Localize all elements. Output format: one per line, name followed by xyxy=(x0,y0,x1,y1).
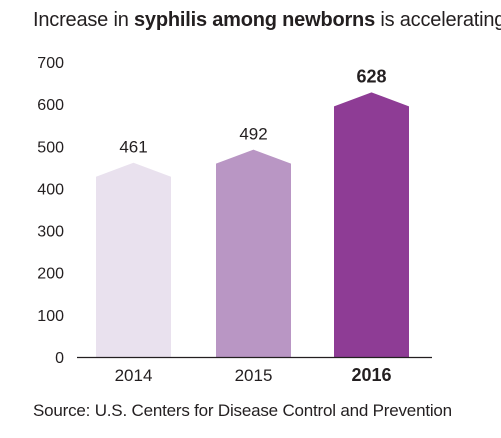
x-tick-label-2014: 2014 xyxy=(115,366,153,385)
bar-2014 xyxy=(96,162,171,357)
value-label-2015: 492 xyxy=(239,125,267,144)
bar-2016 xyxy=(334,92,409,357)
value-label-2016: 628 xyxy=(356,66,386,86)
x-tick-label-2016: 2016 xyxy=(351,365,391,385)
y-axis-tick-labels: 0 100 200 300 400 500 600 700 xyxy=(37,55,64,367)
y-tick-label: 100 xyxy=(37,308,64,325)
y-tick-label: 600 xyxy=(37,97,64,114)
y-tick-label: 0 xyxy=(55,350,64,367)
bar-2015 xyxy=(216,149,291,357)
chart-title-emphasis: syphilis among newborns xyxy=(134,9,375,31)
bars xyxy=(96,92,409,357)
y-tick-label: 200 xyxy=(37,266,64,283)
y-tick-label: 700 xyxy=(37,55,64,72)
value-label-2014: 461 xyxy=(119,138,147,157)
y-tick-label: 500 xyxy=(37,139,64,156)
chart-title-prefix: Increase in xyxy=(33,9,134,31)
value-labels: 461 492 628 xyxy=(119,66,386,156)
x-tick-label-2015: 2015 xyxy=(235,366,273,385)
chart-title: Increase in syphilis among newborns is a… xyxy=(33,6,501,34)
y-tick-label: 400 xyxy=(37,181,64,198)
x-axis-tick-labels: 2014 2015 2016 xyxy=(115,365,392,385)
source-note: Source: U.S. Centers for Disease Control… xyxy=(33,401,452,420)
y-tick-label: 300 xyxy=(37,224,64,241)
chart-title-suffix: is accelerating xyxy=(375,9,501,31)
